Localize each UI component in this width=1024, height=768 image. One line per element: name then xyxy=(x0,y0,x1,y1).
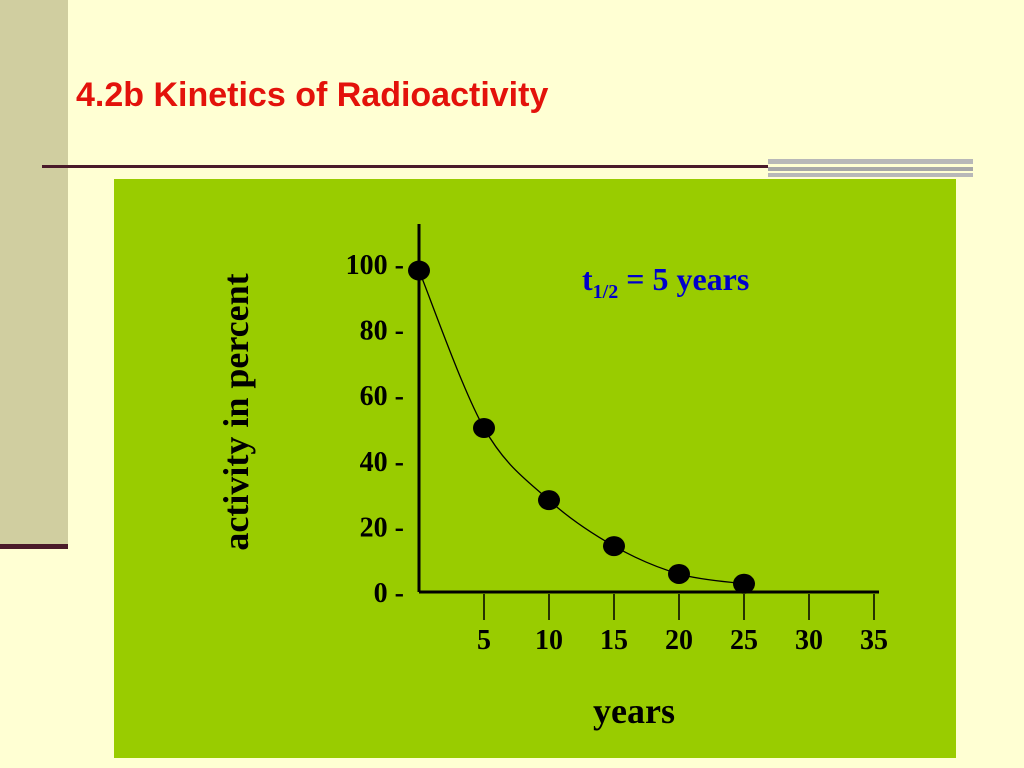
decay-curve xyxy=(418,270,745,585)
data-point xyxy=(473,418,495,438)
x-tick-label: 30 xyxy=(795,625,823,656)
labels-layer: 0 - 20 - 40 - 60 - 80 - 100 - 5 10 15 20 25 30 35 act… xyxy=(216,250,888,731)
x-tick-label: 10 xyxy=(535,625,563,656)
data-point xyxy=(603,536,625,557)
y-tick-label: 40 - xyxy=(360,447,404,478)
title-rule-accent xyxy=(768,159,973,177)
data-point xyxy=(668,563,690,584)
side-bar-rule xyxy=(0,544,68,549)
y-tick-label: 100 - xyxy=(346,250,404,281)
half-life-value: = 5 years xyxy=(618,261,749,297)
slide-title: 4.2b Kinetics of Radioactivity xyxy=(76,76,549,114)
x-axis-title: years xyxy=(593,691,675,731)
y-tick-label: 0 - xyxy=(374,578,404,609)
x-tick-label: 15 xyxy=(600,625,628,656)
y-tick-label: 60 - xyxy=(360,381,404,412)
chart-panel: 0 - 20 - 40 - 60 - 80 - 100 - 5 10 15 20 25 30 35 act… xyxy=(114,179,956,758)
decay-chart: 0 - 20 - 40 - 60 - 80 - 100 - 5 10 15 20 25 30 35 act… xyxy=(216,224,888,731)
x-tick-label: 20 xyxy=(665,625,693,656)
x-tick-label: 35 xyxy=(860,625,888,656)
x-tick-label: 5 xyxy=(477,625,491,656)
y-tick-label: 20 - xyxy=(360,512,404,543)
data-point xyxy=(733,573,755,594)
side-bar-decoration xyxy=(0,0,68,546)
x-tick-label: 25 xyxy=(730,625,758,656)
data-point xyxy=(408,260,430,281)
half-life-subscript: 1/2 xyxy=(593,281,619,303)
data-point xyxy=(538,490,560,511)
points-layer xyxy=(408,260,755,594)
title-rule xyxy=(42,165,770,168)
axes-layer xyxy=(417,224,879,620)
y-tick-label: 80 - xyxy=(360,316,404,347)
curve-layer xyxy=(418,270,745,585)
half-life-symbol: t xyxy=(582,261,593,297)
y-axis-title: activity in percent xyxy=(216,273,256,550)
half-life-annotation: t1/2 = 5 years xyxy=(582,261,749,303)
